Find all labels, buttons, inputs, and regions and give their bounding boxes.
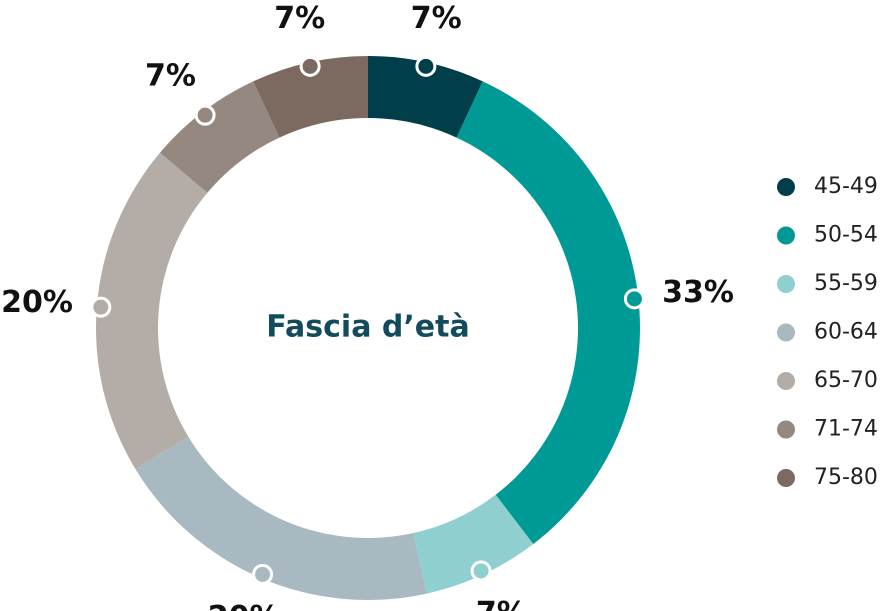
- segment-dot: [623, 288, 645, 310]
- segment-dot: [470, 560, 492, 582]
- legend-swatch: [777, 420, 795, 439]
- donut-segment: [368, 56, 483, 138]
- legend-swatch: [777, 323, 795, 342]
- legend-swatch: [777, 469, 795, 487]
- data-label: 7%: [145, 59, 196, 94]
- data-label: 20%: [208, 600, 280, 611]
- donut-segment: [413, 494, 534, 594]
- legend-label: 55-59: [814, 271, 878, 296]
- data-label: 7%: [411, 1, 462, 36]
- legend-swatch: [777, 275, 795, 293]
- legend-label: 71-74: [814, 417, 878, 442]
- legend-swatch: [777, 178, 795, 196]
- data-label: 33%: [662, 275, 734, 310]
- legend-label: 65-70: [814, 368, 878, 393]
- segment-dot: [90, 296, 112, 318]
- chart-title: Fascia d’età: [266, 310, 469, 345]
- legend-label: 75-80: [814, 465, 878, 490]
- legend-label: 60-64: [814, 320, 878, 345]
- donut-segment: [135, 436, 427, 600]
- segment-dot: [415, 55, 437, 77]
- legend-swatch: [777, 226, 795, 245]
- donut-segment: [159, 81, 280, 193]
- donut-segment: [95, 152, 208, 469]
- segment-dot: [252, 563, 274, 585]
- data-label: 20%: [1, 285, 73, 320]
- donut-segment: [253, 56, 368, 138]
- segment-dot: [194, 104, 216, 126]
- segment-dot: [299, 55, 321, 77]
- donut-segment: [456, 81, 640, 545]
- legend-label: 45-49: [814, 174, 878, 199]
- legend-label: 50-54: [814, 223, 878, 248]
- legend-swatch: [777, 372, 795, 390]
- data-label: 7%: [476, 596, 527, 611]
- data-label: 7%: [274, 1, 325, 36]
